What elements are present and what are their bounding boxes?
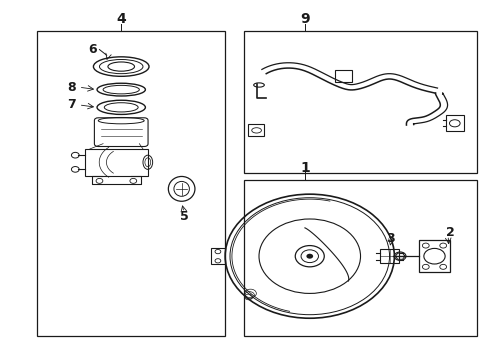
Bar bbox=[244, 31, 476, 173]
Text: 6: 6 bbox=[88, 43, 96, 56]
Bar bbox=[210, 248, 224, 264]
Text: 9: 9 bbox=[300, 12, 309, 26]
Text: 2: 2 bbox=[445, 226, 453, 239]
Bar bbox=[418, 240, 449, 272]
Text: 8: 8 bbox=[67, 81, 76, 94]
Text: 5: 5 bbox=[179, 210, 188, 222]
Text: 3: 3 bbox=[386, 232, 394, 245]
Bar bbox=[247, 124, 264, 136]
Bar bbox=[244, 180, 476, 336]
Bar bbox=[445, 116, 463, 131]
Bar bbox=[379, 249, 398, 263]
Bar bbox=[37, 31, 224, 336]
Text: 7: 7 bbox=[67, 98, 76, 111]
Circle shape bbox=[306, 254, 312, 259]
Bar bbox=[334, 70, 351, 82]
Text: 1: 1 bbox=[300, 161, 309, 175]
Text: 4: 4 bbox=[116, 12, 126, 26]
